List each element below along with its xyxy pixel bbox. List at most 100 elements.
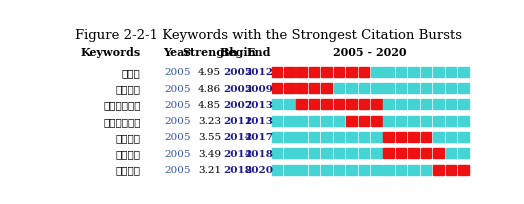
Bar xyxy=(284,149,294,159)
Bar xyxy=(396,116,407,126)
Text: 2013: 2013 xyxy=(244,100,273,109)
Text: 词块教学: 词块教学 xyxy=(116,165,140,175)
Text: 2005: 2005 xyxy=(224,68,253,77)
Bar xyxy=(309,68,320,77)
Bar xyxy=(358,116,369,126)
Text: 3.21: 3.21 xyxy=(198,165,221,174)
Bar xyxy=(271,84,282,93)
Bar xyxy=(384,116,394,126)
Bar xyxy=(297,84,307,93)
Bar xyxy=(433,132,444,142)
Bar xyxy=(321,165,332,175)
Bar xyxy=(421,100,431,110)
Text: 高中英语教学: 高中英语教学 xyxy=(103,116,140,126)
Bar xyxy=(458,84,468,93)
Text: Figure 2-2-1 Keywords with the Strongest Citation Bursts: Figure 2-2-1 Keywords with the Strongest… xyxy=(75,29,462,42)
Text: Strength: Strength xyxy=(182,47,237,58)
Text: 4.85: 4.85 xyxy=(198,100,221,109)
Bar xyxy=(346,68,357,77)
Bar xyxy=(334,165,344,175)
Bar xyxy=(297,68,307,77)
Bar xyxy=(371,165,381,175)
Bar xyxy=(433,116,444,126)
Bar xyxy=(371,100,381,110)
Text: 2005: 2005 xyxy=(224,84,253,93)
Bar xyxy=(371,132,381,142)
Bar xyxy=(321,149,332,159)
Bar xyxy=(309,165,320,175)
Text: 2014: 2014 xyxy=(224,133,253,142)
Bar xyxy=(346,132,357,142)
Text: Keywords: Keywords xyxy=(80,47,140,58)
Bar xyxy=(445,84,456,93)
Text: 4.95: 4.95 xyxy=(198,68,221,77)
Text: 词汇法: 词汇法 xyxy=(122,67,140,77)
Bar xyxy=(384,165,394,175)
Bar xyxy=(396,149,407,159)
Bar xyxy=(334,100,344,110)
Text: 2018: 2018 xyxy=(244,149,273,158)
Bar xyxy=(284,84,294,93)
Text: 4.86: 4.86 xyxy=(198,84,221,93)
Text: 2007: 2007 xyxy=(224,100,253,109)
Bar xyxy=(445,116,456,126)
Bar xyxy=(297,132,307,142)
Bar xyxy=(433,165,444,175)
Bar xyxy=(309,149,320,159)
Bar xyxy=(433,149,444,159)
Bar xyxy=(334,149,344,159)
Text: 2011: 2011 xyxy=(224,117,253,126)
Text: 2005: 2005 xyxy=(164,117,190,126)
Bar xyxy=(384,100,394,110)
Bar xyxy=(309,132,320,142)
Bar xyxy=(271,100,282,110)
Bar xyxy=(421,132,431,142)
Text: 高中英语: 高中英语 xyxy=(116,132,140,142)
Bar xyxy=(433,68,444,77)
Bar xyxy=(321,116,332,126)
Bar xyxy=(284,68,294,77)
Bar xyxy=(458,116,468,126)
Bar xyxy=(284,165,294,175)
Bar xyxy=(358,149,369,159)
Text: 3.49: 3.49 xyxy=(198,149,221,158)
Bar xyxy=(297,116,307,126)
Bar xyxy=(445,149,456,159)
Bar xyxy=(271,116,282,126)
Bar xyxy=(408,149,419,159)
Text: 3.23: 3.23 xyxy=(198,117,221,126)
Bar xyxy=(358,132,369,142)
Bar xyxy=(421,116,431,126)
Text: End: End xyxy=(246,47,271,58)
Bar xyxy=(396,84,407,93)
Bar xyxy=(433,100,444,110)
Bar xyxy=(346,84,357,93)
Text: 2005: 2005 xyxy=(164,84,190,93)
Bar xyxy=(445,165,456,175)
Bar xyxy=(334,132,344,142)
Bar xyxy=(458,68,468,77)
Bar xyxy=(309,84,320,93)
Bar xyxy=(433,84,444,93)
Bar xyxy=(284,100,294,110)
Bar xyxy=(384,132,394,142)
Text: 2009: 2009 xyxy=(244,84,273,93)
Bar xyxy=(421,84,431,93)
Bar xyxy=(321,100,332,110)
Text: 2012: 2012 xyxy=(244,68,273,77)
Bar xyxy=(445,100,456,110)
Bar xyxy=(297,100,307,110)
Bar xyxy=(384,149,394,159)
Bar xyxy=(408,165,419,175)
Bar xyxy=(284,132,294,142)
Bar xyxy=(321,132,332,142)
Bar xyxy=(371,68,381,77)
Bar xyxy=(358,100,369,110)
Bar xyxy=(321,84,332,93)
Text: 大学英语写作: 大学英语写作 xyxy=(103,100,140,110)
Text: 2020: 2020 xyxy=(244,165,273,174)
Bar xyxy=(421,165,431,175)
Bar xyxy=(396,68,407,77)
Text: 教学启示: 教学启示 xyxy=(116,84,140,94)
Text: 词块理论: 词块理论 xyxy=(116,149,140,159)
